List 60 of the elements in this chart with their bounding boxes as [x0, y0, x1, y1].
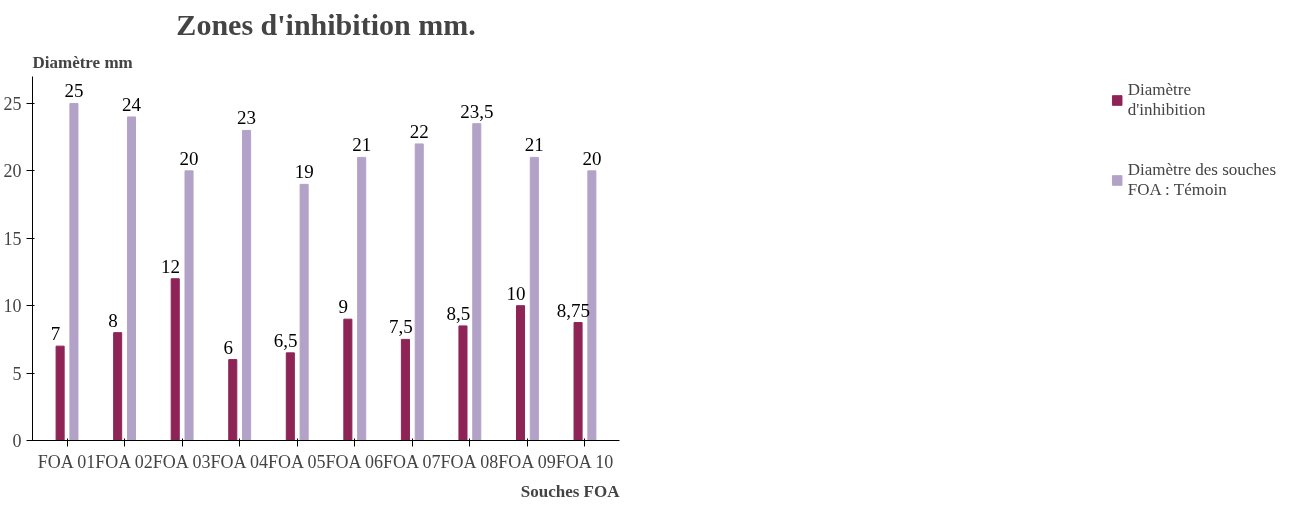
bar — [515, 305, 526, 441]
bar — [242, 129, 252, 441]
x-tick-label: FOA 06 — [325, 451, 384, 472]
data-label: 22 — [409, 120, 429, 142]
y-axis-title: Diamètre mm — [32, 52, 133, 72]
data-label: 23,5 — [460, 100, 494, 122]
data-label: 8,5 — [446, 302, 471, 324]
data-label: 12 — [161, 255, 181, 277]
y-tick-label: 20 — [3, 161, 22, 182]
x-tick-label: FOA 07 — [383, 451, 441, 472]
data-label: 24 — [121, 93, 142, 115]
bar — [573, 322, 583, 441]
bar — [343, 318, 353, 441]
x-tick-label: FOA 09 — [498, 451, 556, 472]
x-tick-label: FOA 05 — [267, 451, 326, 472]
data-label: 7 — [50, 323, 61, 345]
x-axis-title: Souches FOA — [520, 481, 621, 501]
y-tick-label: 0 — [12, 431, 22, 451]
x-tick-label: FOA 01 — [37, 451, 96, 472]
legend-label: Diamètre d'inhibition — [1127, 80, 1206, 120]
data-label: 9 — [338, 296, 349, 318]
bar — [126, 116, 137, 441]
data-label: 21 — [352, 134, 372, 156]
bar — [69, 102, 79, 441]
x-tick-label: FOA 02 — [95, 451, 153, 472]
bar — [472, 123, 482, 441]
bar — [113, 332, 123, 441]
bar — [299, 183, 309, 441]
data-label: 20 — [582, 147, 602, 169]
chart-title: Zones d'inhibition mm. — [176, 7, 476, 41]
x-tick-label: FOA 03 — [152, 451, 211, 472]
legend-label: Diamètre des souches FOA : Témoin — [1127, 160, 1276, 200]
data-label: 6,5 — [273, 329, 298, 351]
y-tick-label: 10 — [3, 296, 22, 317]
bar — [285, 352, 295, 441]
bar — [458, 325, 468, 441]
y-tick-label: 25 — [3, 93, 22, 114]
data-label: 25 — [64, 80, 84, 102]
data-label: 19 — [294, 161, 314, 183]
bar — [414, 143, 424, 441]
data-label: 7,5 — [388, 316, 413, 338]
data-label: 8,75 — [556, 299, 591, 321]
data-label: 8 — [108, 309, 118, 331]
data-label: 23 — [237, 107, 257, 129]
bar — [357, 156, 367, 441]
y-tick-label: 15 — [3, 228, 22, 249]
x-tick-label: FOA 04 — [210, 451, 268, 472]
x-tick-label: FOA 10 — [555, 451, 614, 472]
bar — [400, 338, 410, 441]
data-label: 20 — [179, 147, 199, 169]
data-label: 6 — [223, 336, 233, 358]
bar — [170, 278, 180, 441]
data-label: 10 — [506, 282, 526, 304]
y-tick-label: 5 — [12, 363, 22, 384]
bar — [228, 359, 238, 441]
bar — [55, 345, 65, 441]
data-label: 21 — [524, 134, 544, 156]
x-tick-label: FOA 08 — [440, 451, 499, 472]
bar — [184, 170, 194, 441]
bar — [529, 156, 539, 441]
